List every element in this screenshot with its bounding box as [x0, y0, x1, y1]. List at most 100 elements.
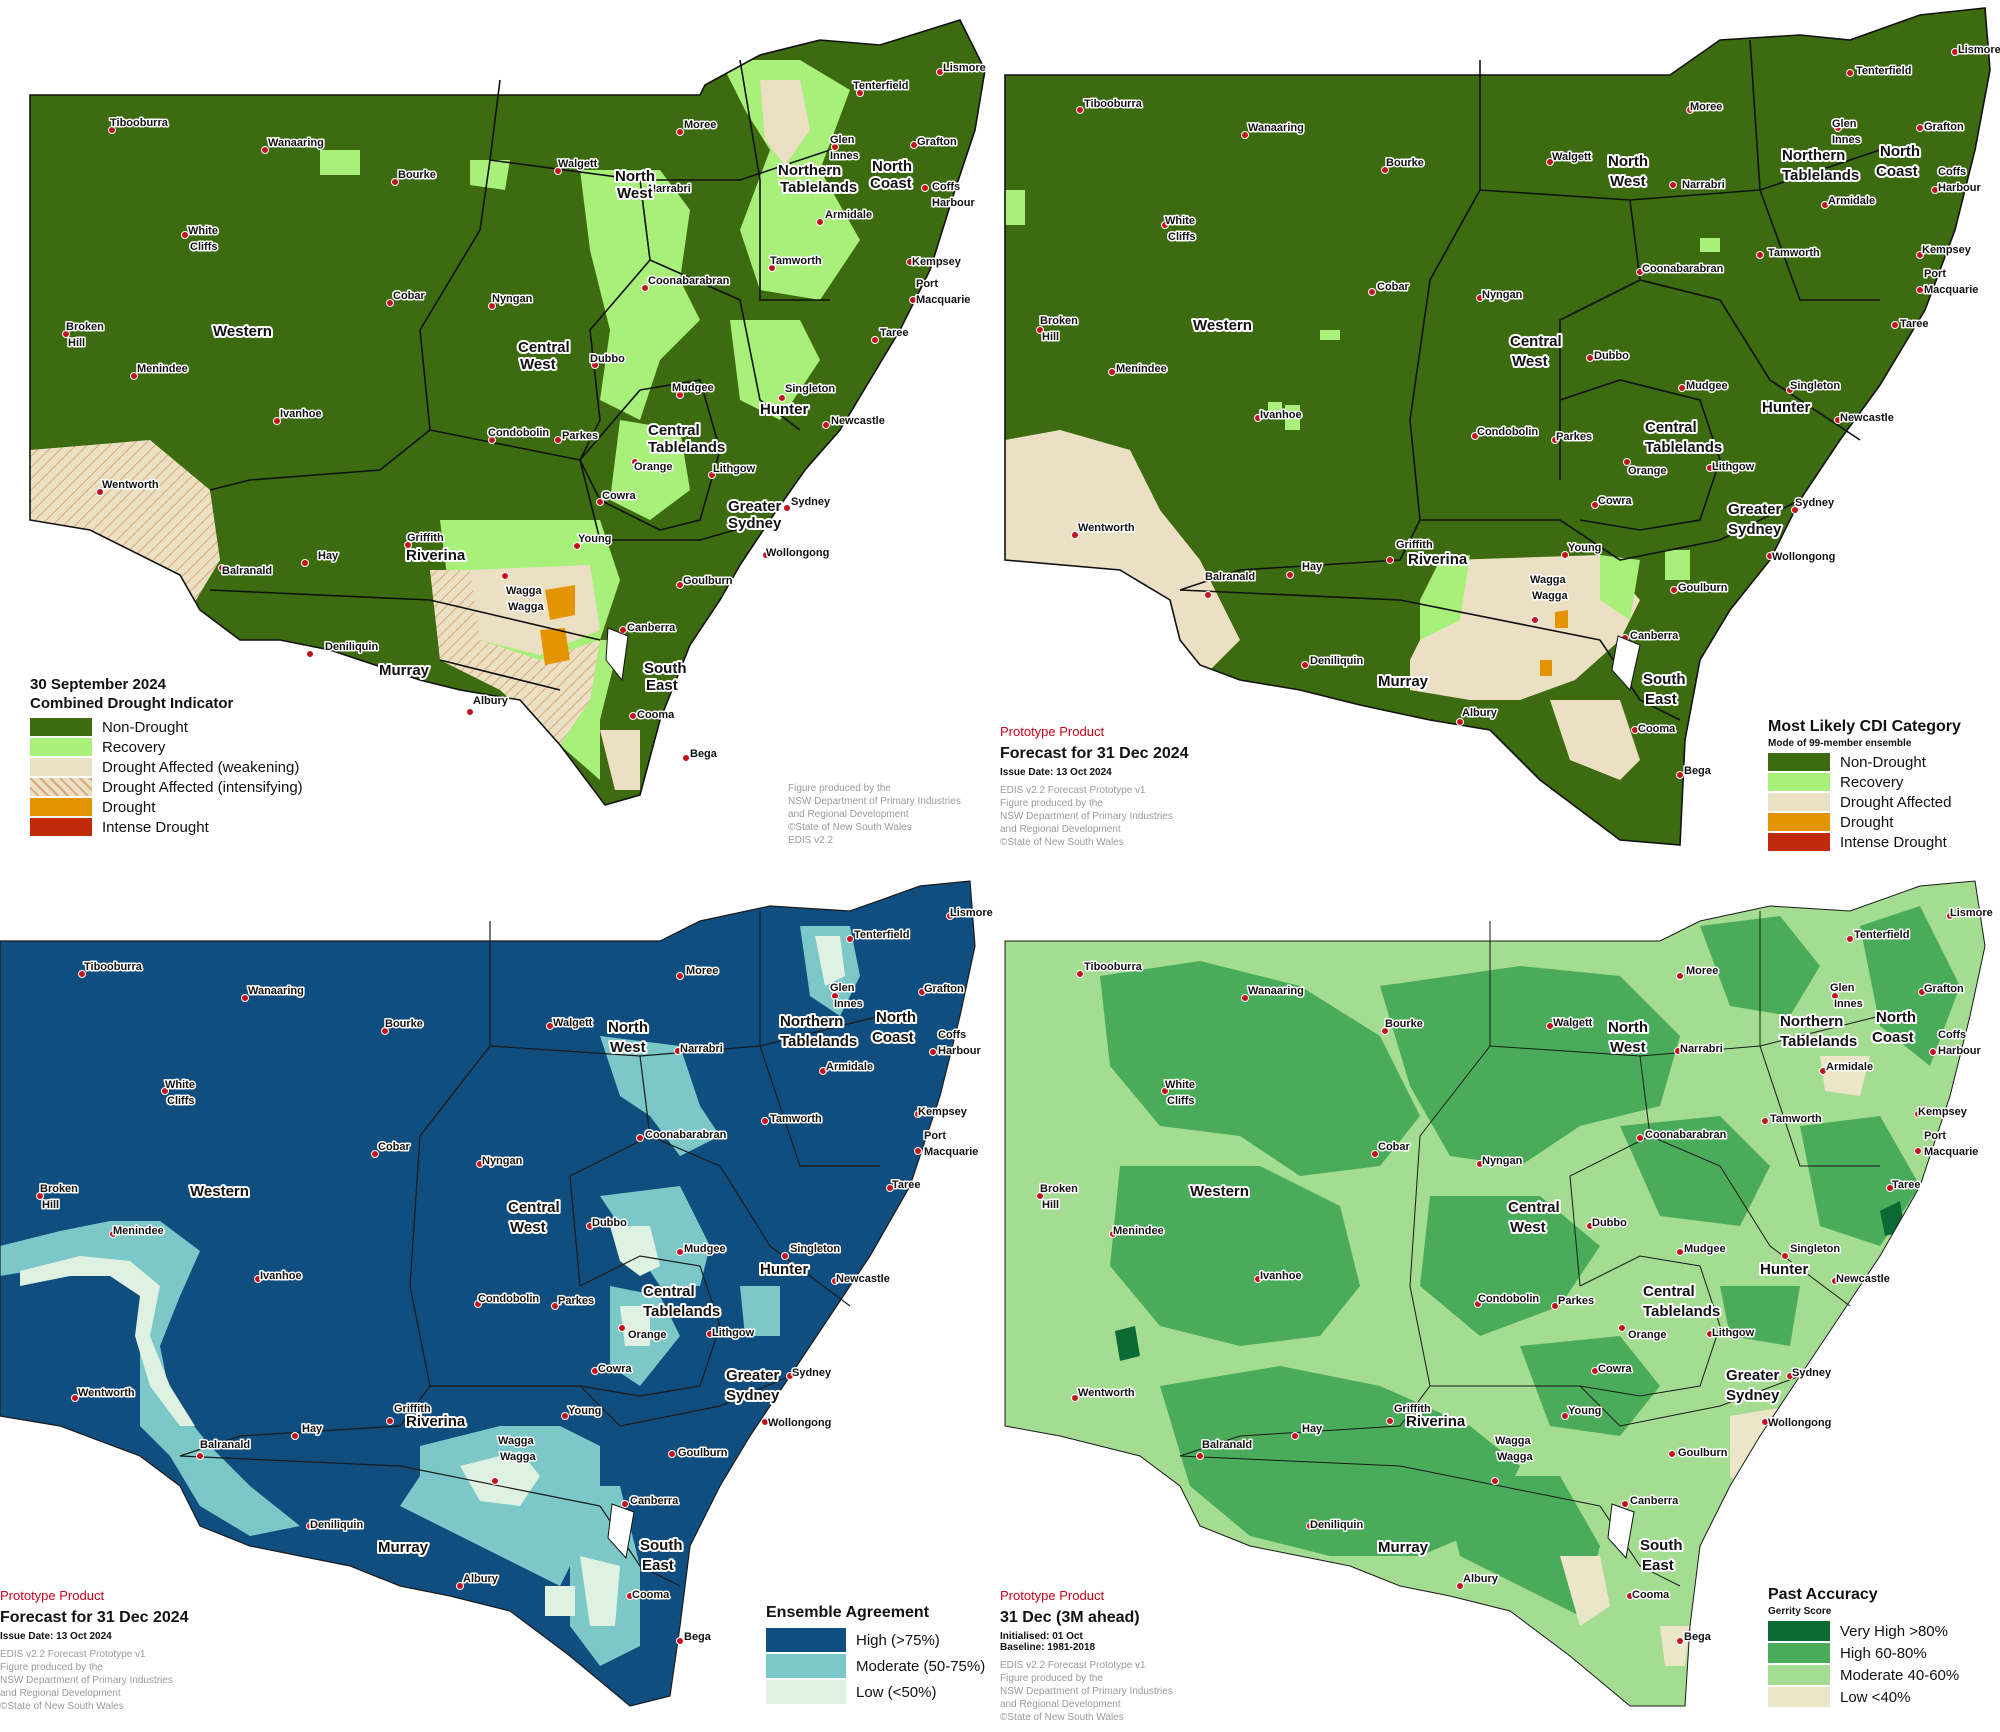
svg-text:Coonabarabran: Coonabarabran	[645, 1129, 727, 1141]
svg-text:Tablelands: Tablelands	[1645, 439, 1722, 456]
svg-text:Griffith: Griffith	[1394, 1403, 1431, 1415]
svg-text:Goulburn: Goulburn	[1678, 1447, 1728, 1459]
svg-text:Young: Young	[1568, 542, 1601, 554]
svg-text:Parkes: Parkes	[562, 430, 598, 442]
svg-text:Young: Young	[578, 533, 611, 545]
svg-text:Ivanhoe: Ivanhoe	[280, 408, 322, 420]
svg-text:Dubbo: Dubbo	[1594, 350, 1629, 362]
svg-text:North: North	[1608, 1019, 1648, 1036]
svg-text:Mudgee: Mudgee	[1686, 380, 1728, 392]
svg-text:Lismore: Lismore	[950, 907, 993, 919]
svg-text:South: South	[1643, 671, 1686, 688]
region-boundaries	[1004, 7, 1991, 846]
legend-item: Drought Affected (intensifying)	[30, 778, 303, 796]
map-subtitle: Combined Drought Indicator	[30, 695, 234, 712]
svg-text:Walgett: Walgett	[553, 1017, 593, 1029]
svg-text:Hay: Hay	[1302, 561, 1323, 573]
svg-text:Hunter: Hunter	[760, 1261, 808, 1278]
svg-text:Central: Central	[1645, 419, 1697, 436]
town-markers: Tibooburra Wanaaring Bourke WhiteCliffs …	[62, 61, 987, 762]
svg-text:Broken: Broken	[1040, 1183, 1078, 1195]
credit-text: EDIS v2.2 Forecast Prototype v1 Figure pr…	[1000, 785, 1173, 848]
legend-item: Drought	[30, 798, 303, 816]
svg-text:Coonabarabran: Coonabarabran	[1645, 1129, 1727, 1141]
svg-text:Orange: Orange	[1628, 465, 1667, 477]
svg-text:Tamworth: Tamworth	[1768, 247, 1820, 259]
svg-text:Moree: Moree	[1690, 101, 1722, 113]
svg-text:Harbour: Harbour	[938, 1045, 982, 1057]
svg-text:Tablelands: Tablelands	[1780, 1033, 1857, 1050]
legend-item: Drought	[1768, 813, 1961, 831]
svg-text:Lithgow: Lithgow	[713, 463, 756, 475]
legend-item: Non-Drought	[1768, 753, 1961, 771]
svg-text:Innes: Innes	[830, 150, 859, 162]
svg-text:Lismore: Lismore	[943, 62, 986, 74]
svg-text:Bega: Bega	[1684, 1631, 1712, 1643]
svg-text:Kempsey: Kempsey	[1922, 244, 1972, 256]
svg-text:Tibooburra: Tibooburra	[1084, 98, 1143, 110]
svg-text:Western: Western	[1190, 1183, 1249, 1200]
act-area	[1611, 635, 1641, 692]
svg-text:Menindee: Menindee	[113, 1225, 164, 1237]
region-boundaries	[29, 19, 986, 806]
svg-text:Cliffs: Cliffs	[167, 1095, 195, 1107]
svg-text:Wollongong: Wollongong	[766, 547, 829, 559]
svg-text:Singleton: Singleton	[785, 383, 835, 395]
svg-text:Cobar: Cobar	[1378, 1141, 1411, 1153]
svg-text:Bourke: Bourke	[385, 1018, 423, 1030]
legend-item: Low <40%	[1768, 1687, 1959, 1707]
initialised-date: Initialised: 01 Oct	[1000, 1631, 1083, 1642]
svg-text:Central: Central	[1510, 333, 1562, 350]
legend-item: Moderate (50-75%)	[766, 1654, 985, 1678]
svg-text:Macquarie: Macquarie	[924, 1146, 978, 1158]
svg-text:Tamworth: Tamworth	[1770, 1113, 1822, 1125]
svg-text:Wagga: Wagga	[1530, 574, 1567, 586]
svg-text:Macquarie: Macquarie	[1924, 1146, 1978, 1158]
svg-text:Coast: Coast	[870, 175, 912, 192]
svg-text:Mudgee: Mudgee	[672, 382, 714, 394]
svg-text:Hill: Hill	[1042, 331, 1059, 343]
svg-text:Wanaaring: Wanaaring	[248, 985, 304, 997]
svg-text:Tablelands: Tablelands	[780, 1033, 857, 1050]
legend-item: Recovery	[1768, 773, 1961, 791]
svg-text:Murray: Murray	[1378, 1539, 1429, 1556]
svg-text:Cliffs: Cliffs	[1168, 231, 1196, 243]
high-accuracy-area	[1100, 906, 1960, 1616]
region-boundaries	[1004, 880, 1986, 1707]
svg-text:Dubbo: Dubbo	[592, 1217, 627, 1229]
svg-text:Wagga: Wagga	[508, 601, 545, 613]
svg-text:Tibooburra: Tibooburra	[1084, 961, 1143, 973]
svg-text:Moree: Moree	[686, 965, 718, 977]
svg-text:Cobar: Cobar	[378, 1141, 411, 1153]
svg-text:Bourke: Bourke	[1385, 1018, 1423, 1030]
svg-text:Moree: Moree	[1686, 965, 1718, 977]
svg-text:Northern: Northern	[778, 162, 841, 179]
svg-text:Greater: Greater	[726, 1367, 780, 1384]
svg-text:Bourke: Bourke	[398, 169, 436, 181]
svg-text:Northern: Northern	[780, 1013, 843, 1030]
svg-text:Sydney: Sydney	[728, 515, 782, 532]
svg-text:East: East	[646, 677, 678, 694]
svg-text:Wanaaring: Wanaaring	[1248, 985, 1304, 997]
svg-text:Central: Central	[1508, 1199, 1560, 1216]
svg-text:Deniliquin: Deniliquin	[1310, 1519, 1363, 1531]
svg-text:Armidale: Armidale	[826, 1061, 873, 1073]
svg-text:Cooma: Cooma	[1638, 723, 1676, 735]
svg-text:North: North	[1608, 153, 1648, 170]
credit-text: EDIS v2.2 Forecast Prototype v1 Figure pr…	[0, 1649, 173, 1712]
svg-text:Kempsey: Kempsey	[1918, 1106, 1968, 1118]
svg-text:Condobolin: Condobolin	[1478, 1293, 1539, 1305]
svg-text:Canberra: Canberra	[1630, 630, 1679, 642]
drought-affected-area	[1005, 430, 1240, 680]
svg-text:West: West	[610, 1039, 646, 1056]
forecast-info: Prototype Product Forecast for 31 Dec 20…	[1000, 724, 1189, 849]
svg-text:Murray: Murray	[1378, 673, 1429, 690]
map-panel-past-accuracy: Tibooburra Wanaaring Bourke White Cliffs …	[1000, 866, 2000, 1732]
svg-text:Nyngan: Nyngan	[1482, 1155, 1523, 1167]
drought-area	[540, 585, 575, 665]
svg-text:Wollongong: Wollongong	[768, 1417, 831, 1429]
svg-text:Tenterfield: Tenterfield	[1856, 65, 1911, 77]
svg-text:Orange: Orange	[634, 461, 673, 473]
